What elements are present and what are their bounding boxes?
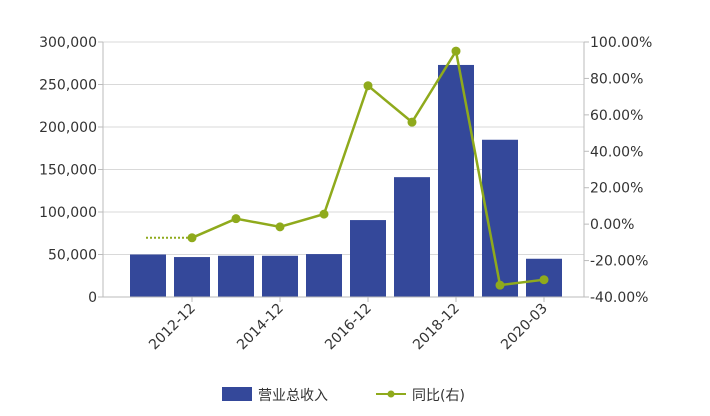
x-axis-ticks: 2012-12 2014-12 2016-12 2018-12 2020-03: [146, 297, 551, 353]
x-tick-label: 2018-12: [410, 301, 463, 354]
bar: [306, 254, 342, 297]
line-point: [539, 275, 549, 285]
line-series: [146, 46, 549, 290]
right-tick-label: 20.00%: [590, 181, 643, 197]
right-tick-label: 100.00%: [590, 35, 652, 51]
left-tick-label: 300,000: [39, 35, 97, 51]
bar: [438, 64, 474, 297]
line-point: [363, 81, 373, 91]
bar: [174, 257, 210, 297]
right-axis-ticks: -40.00% -20.00% 0.00% 20.00% 40.00% 60.00% 80.…: [584, 35, 652, 306]
right-tick-label: 40.00%: [590, 144, 643, 160]
line-point: [451, 46, 461, 56]
line-point: [407, 117, 417, 127]
right-tick-label: -20.00%: [590, 254, 648, 270]
left-tick-label: 50,000: [48, 248, 97, 264]
legend-line-label: 同比(右): [412, 388, 465, 404]
legend: 营业总收入 同比(右): [222, 387, 465, 404]
legend-line-marker: [387, 390, 395, 398]
legend-bar-label: 营业总收入: [258, 388, 328, 404]
left-tick-label: 100,000: [39, 205, 97, 221]
x-tick-label: 2012-12: [146, 301, 199, 354]
bar-series: [130, 64, 562, 297]
left-tick-label: 200,000: [39, 120, 97, 136]
left-tick-label: 0: [88, 290, 97, 306]
line-point: [319, 209, 329, 219]
line-point: [187, 233, 197, 243]
left-tick-label: 250,000: [39, 78, 97, 94]
line-point: [275, 222, 285, 232]
right-tick-label: 0.00%: [590, 217, 634, 233]
x-tick-label: 2020-03: [498, 301, 551, 354]
left-tick-label: 150,000: [39, 163, 97, 179]
bar: [218, 255, 254, 297]
line-point: [231, 214, 241, 224]
bar: [394, 177, 430, 297]
x-tick-label: 2016-12: [322, 301, 375, 354]
right-tick-label: 80.00%: [590, 71, 643, 87]
line-point: [495, 280, 505, 290]
x-tick-label: 2014-12: [234, 301, 287, 354]
bar: [130, 254, 166, 297]
left-axis-ticks: 0 50,000 100,000 150,000 200,000 250,000 300,0…: [39, 35, 103, 306]
bar: [350, 220, 386, 297]
bar: [262, 255, 298, 297]
right-tick-label: -40.00%: [590, 290, 648, 306]
legend-bar-swatch: [222, 387, 252, 401]
right-tick-label: 60.00%: [590, 108, 643, 124]
